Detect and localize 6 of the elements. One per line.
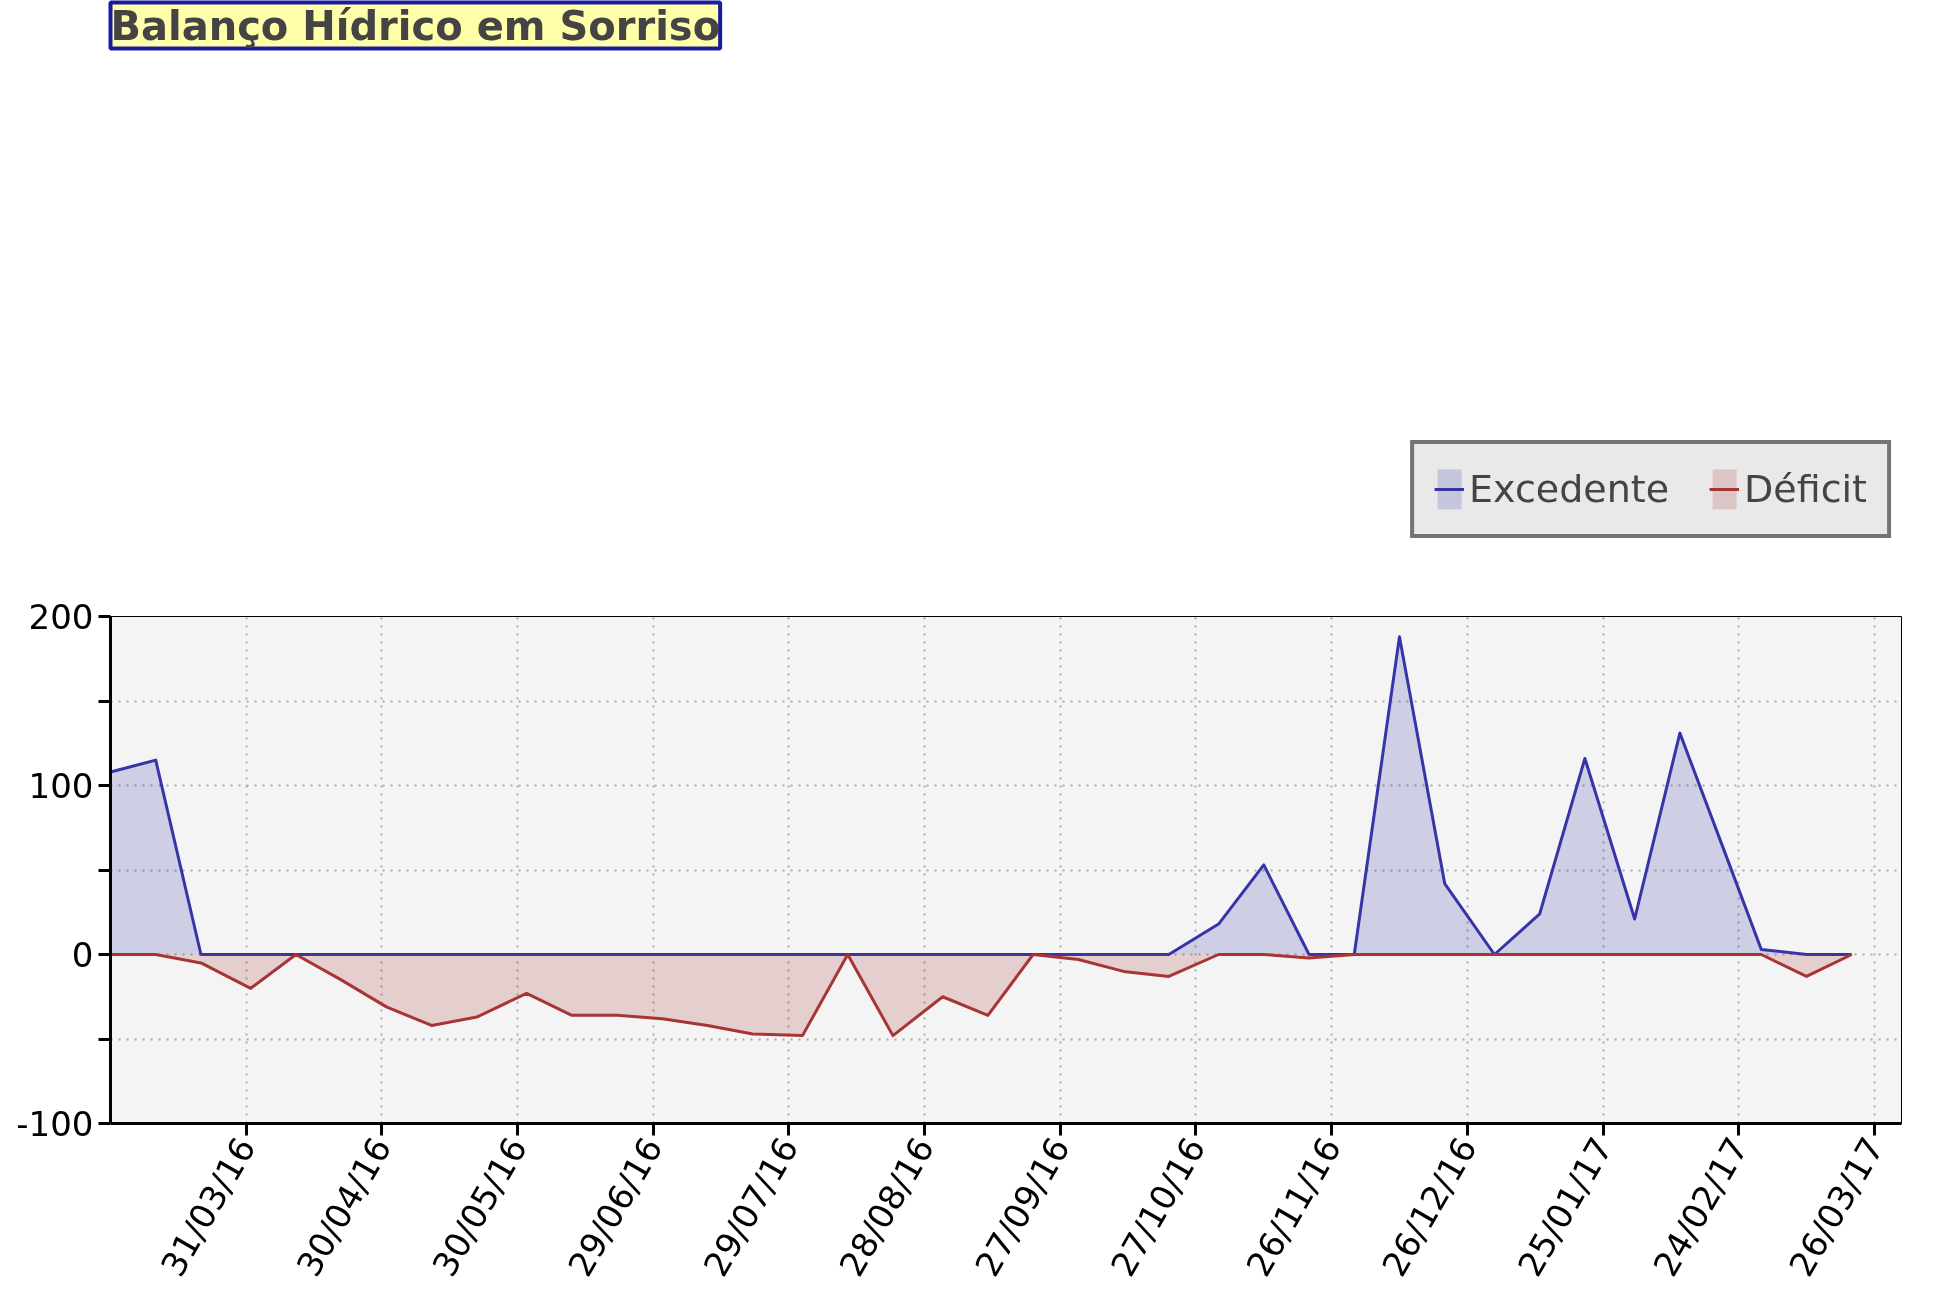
legend-label: Déficit: [1744, 466, 1867, 511]
y-tick-label: 100: [28, 766, 94, 806]
y-tick-label: 200: [28, 597, 94, 637]
y-tick-label: -100: [16, 1104, 94, 1144]
y-tick-label: 0: [71, 935, 94, 975]
legend-label: Excedente: [1469, 466, 1670, 511]
